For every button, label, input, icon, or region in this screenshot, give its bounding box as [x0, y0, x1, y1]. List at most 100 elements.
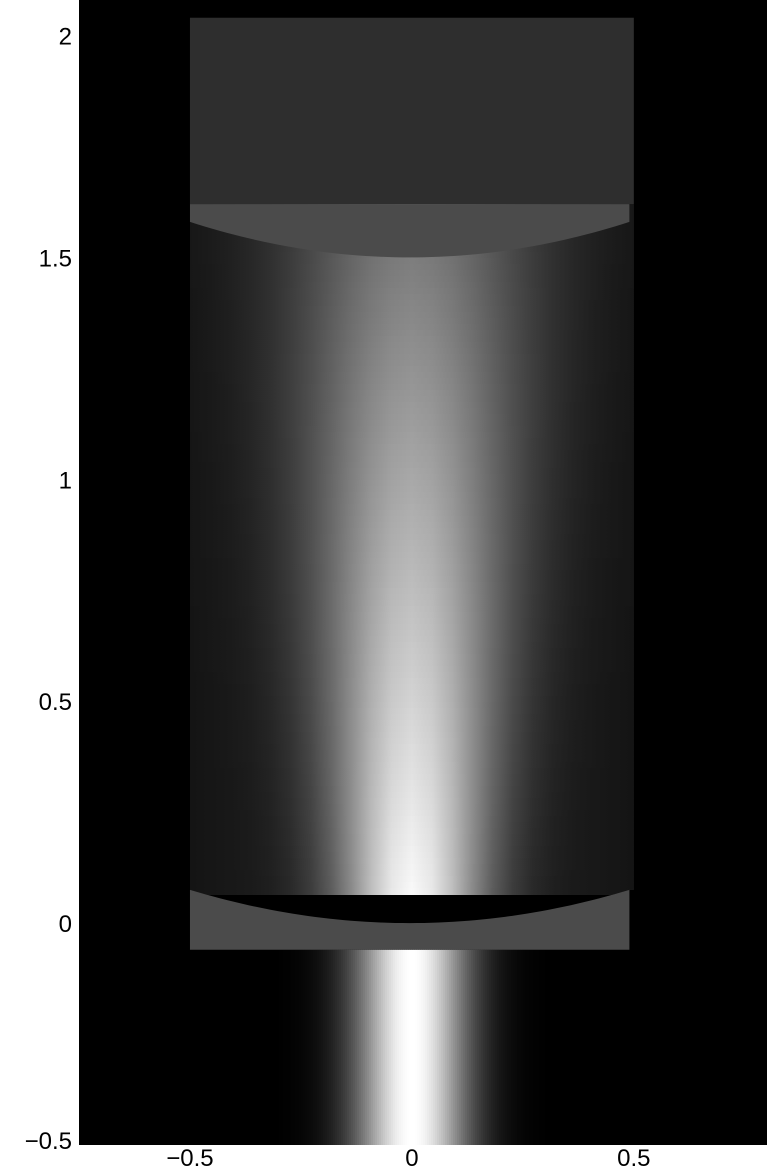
incident-beam-strip: [519, 949, 522, 1145]
cavity-row: [189, 330, 634, 337]
incident-beam-strip: [387, 949, 390, 1145]
cavity-row: [189, 384, 634, 391]
incident-beam-strip: [375, 949, 378, 1145]
cavity-row: [189, 516, 634, 523]
incident-beam-strip: [343, 949, 346, 1145]
cavity-row: [189, 714, 634, 721]
cavity-row: [189, 474, 634, 481]
incident-beam-strip: [447, 949, 450, 1145]
incident-beam-strip: [355, 949, 358, 1145]
cavity-row: [189, 678, 634, 685]
cavity-row: [189, 288, 634, 295]
cavity-row: [189, 642, 634, 649]
incident-beam-strip: [535, 949, 538, 1145]
cavity-row: [189, 612, 634, 619]
bottom-mirror: [189, 889, 630, 950]
incident-beam-strip: [503, 949, 506, 1145]
cavity-row: [189, 708, 634, 715]
incident-beam-strip: [361, 949, 364, 1145]
cavity-row: [189, 258, 634, 265]
cavity-row: [189, 864, 634, 871]
incident-beam-strip: [399, 949, 402, 1145]
incident-beam-strip: [449, 949, 452, 1145]
incident-beam-strip: [483, 949, 486, 1145]
incident-beam-strip: [283, 949, 286, 1145]
incident-beam-strip: [383, 949, 386, 1145]
incident-beam-strip: [439, 949, 442, 1145]
cavity-row: [189, 366, 634, 373]
cavity-row: [189, 792, 634, 799]
incident-beam-strip: [365, 949, 368, 1145]
cavity-row: [189, 726, 634, 733]
incident-beam-strip: [537, 949, 540, 1145]
incident-beam-strip: [437, 949, 440, 1145]
incident-beam-strip: [377, 949, 380, 1145]
cavity-row: [189, 408, 634, 415]
cavity-row: [189, 582, 634, 589]
incident-beam-strip: [311, 949, 314, 1145]
incident-beam-strip: [425, 949, 428, 1145]
incident-beam-strip: [485, 949, 488, 1145]
incident-beam-strip: [345, 949, 348, 1145]
incident-beam-strip: [433, 949, 436, 1145]
incident-beam-strip: [405, 949, 408, 1145]
incident-beam-strip: [523, 949, 526, 1145]
incident-beam-strip: [529, 949, 532, 1145]
incident-beam-strip: [509, 949, 512, 1145]
incident-beam-strip: [335, 949, 338, 1145]
incident-beam-strip: [409, 949, 412, 1145]
incident-beam-strip: [295, 949, 298, 1145]
cavity-row: [189, 786, 634, 793]
incident-beam-strip: [463, 949, 466, 1145]
top-mirror: [189, 204, 630, 258]
incident-beam-strip: [411, 949, 414, 1145]
x-tick-label: −0.5: [166, 1145, 213, 1171]
cavity-row: [189, 276, 634, 283]
cavity-row: [189, 732, 634, 739]
incident-beam-strip: [289, 949, 292, 1145]
incident-beam: [279, 949, 546, 1145]
cavity-row: [189, 318, 634, 325]
incident-beam-strip: [493, 949, 496, 1145]
incident-beam-strip: [501, 949, 504, 1145]
incident-beam-strip: [489, 949, 492, 1145]
cavity-row: [189, 738, 634, 745]
incident-beam-strip: [499, 949, 502, 1145]
incident-beam-strip: [505, 949, 508, 1145]
incident-beam-strip: [297, 949, 300, 1145]
cavity-row: [189, 372, 634, 379]
cavity-row: [189, 354, 634, 361]
incident-beam-strip: [441, 949, 444, 1145]
incident-beam-strip: [543, 949, 546, 1145]
cavity-row: [189, 684, 634, 691]
incident-beam-strip: [287, 949, 290, 1145]
incident-beam-strip: [413, 949, 416, 1145]
incident-beam-strip: [389, 949, 392, 1145]
top-region: [189, 17, 634, 205]
incident-beam-strip: [469, 949, 472, 1145]
incident-beam-strip: [467, 949, 470, 1145]
incident-beam-strip: [473, 949, 476, 1145]
cavity-row: [189, 528, 634, 535]
incident-beam-strip: [401, 949, 404, 1145]
cavity-row: [189, 360, 634, 367]
incident-beam-strip: [479, 949, 482, 1145]
cavity-field: [189, 204, 634, 895]
x-tick-label: 0: [405, 1145, 418, 1171]
incident-beam-strip: [305, 949, 308, 1145]
incident-beam-strip: [435, 949, 438, 1145]
cavity-row: [189, 618, 634, 625]
cavity-row: [189, 672, 634, 679]
incident-beam-strip: [315, 949, 318, 1145]
cavity-row: [189, 558, 634, 565]
incident-beam-strip: [507, 949, 510, 1145]
cavity-row: [189, 480, 634, 487]
cavity-row: [189, 720, 634, 727]
incident-beam-strip: [397, 949, 400, 1145]
cavity-row: [189, 852, 634, 859]
incident-beam-strip: [279, 949, 282, 1145]
incident-beam-strip: [471, 949, 474, 1145]
cavity-row: [189, 306, 634, 313]
incident-beam-strip: [477, 949, 480, 1145]
cavity-row: [189, 564, 634, 571]
